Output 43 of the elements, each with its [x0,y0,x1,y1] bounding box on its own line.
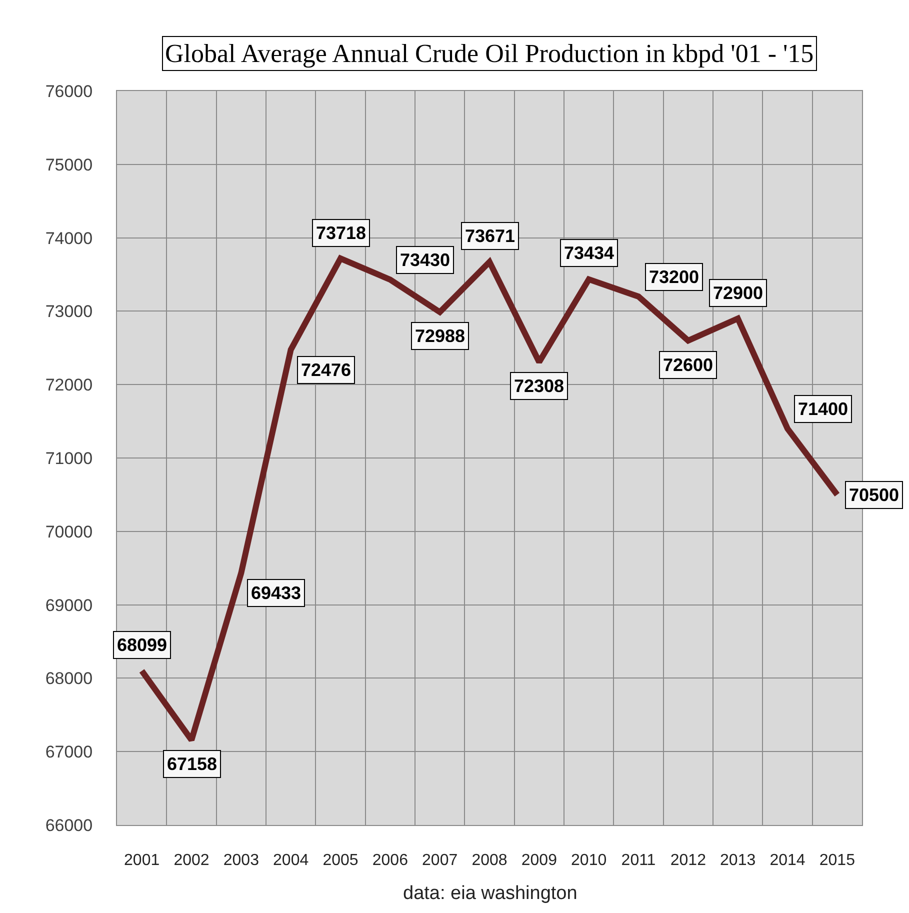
x-tick-label: 2015 [819,852,856,870]
x-tick-label: 2014 [770,852,806,870]
data-label: 72988 [415,326,466,346]
chart-title: Global Average Annual Crude Oil Production in kbpd '01 - '15 [165,39,814,68]
x-tick-label: 2003 [223,852,260,870]
x-tick-label: 2010 [571,852,607,870]
data-label: 71400 [798,399,848,419]
data-label: 73430 [400,250,450,270]
x-tick-label: 2012 [670,852,706,870]
y-tick-label: 70000 [45,522,93,542]
y-tick-label: 72000 [45,376,93,395]
y-tick-label: 66000 [45,816,93,835]
data-label: 72476 [301,360,352,380]
data-label: 72900 [713,283,764,303]
y-tick-label: 67000 [45,742,93,762]
x-tick-label: 2002 [174,852,210,870]
data-label: 69433 [251,583,302,603]
y-tick-label: 68000 [45,669,93,688]
x-tick-label: 2005 [322,852,358,870]
data-label: 72600 [663,355,714,375]
x-tick-label: 2007 [422,852,458,870]
x-tick-label: 2013 [720,852,756,870]
x-tick-label: 2011 [621,852,656,870]
x-tick-label: 2009 [521,852,558,870]
y-tick-label: 69000 [45,596,93,615]
x-tick-label: 2008 [472,852,508,870]
y-tick-label: 74000 [45,228,93,248]
x-tick-label: 2004 [273,852,309,870]
data-label: 68099 [117,635,168,655]
y-tick-label: 76000 [45,82,93,101]
y-tick-label: 71000 [45,448,93,468]
data-label: 70500 [849,485,900,505]
y-tick-label: 75000 [45,155,93,174]
data-label: 73200 [649,267,700,287]
data-label: 73718 [316,223,366,243]
data-label: 72308 [514,376,564,396]
x-tick-label: 2001 [124,852,160,870]
data-label: 67158 [167,754,218,774]
data-label: 73434 [564,243,614,263]
data-label: 73671 [465,226,516,246]
y-tick-label: 73000 [45,302,93,322]
x-tick-label: 2006 [372,852,408,870]
text: data: eia washington [403,883,578,904]
